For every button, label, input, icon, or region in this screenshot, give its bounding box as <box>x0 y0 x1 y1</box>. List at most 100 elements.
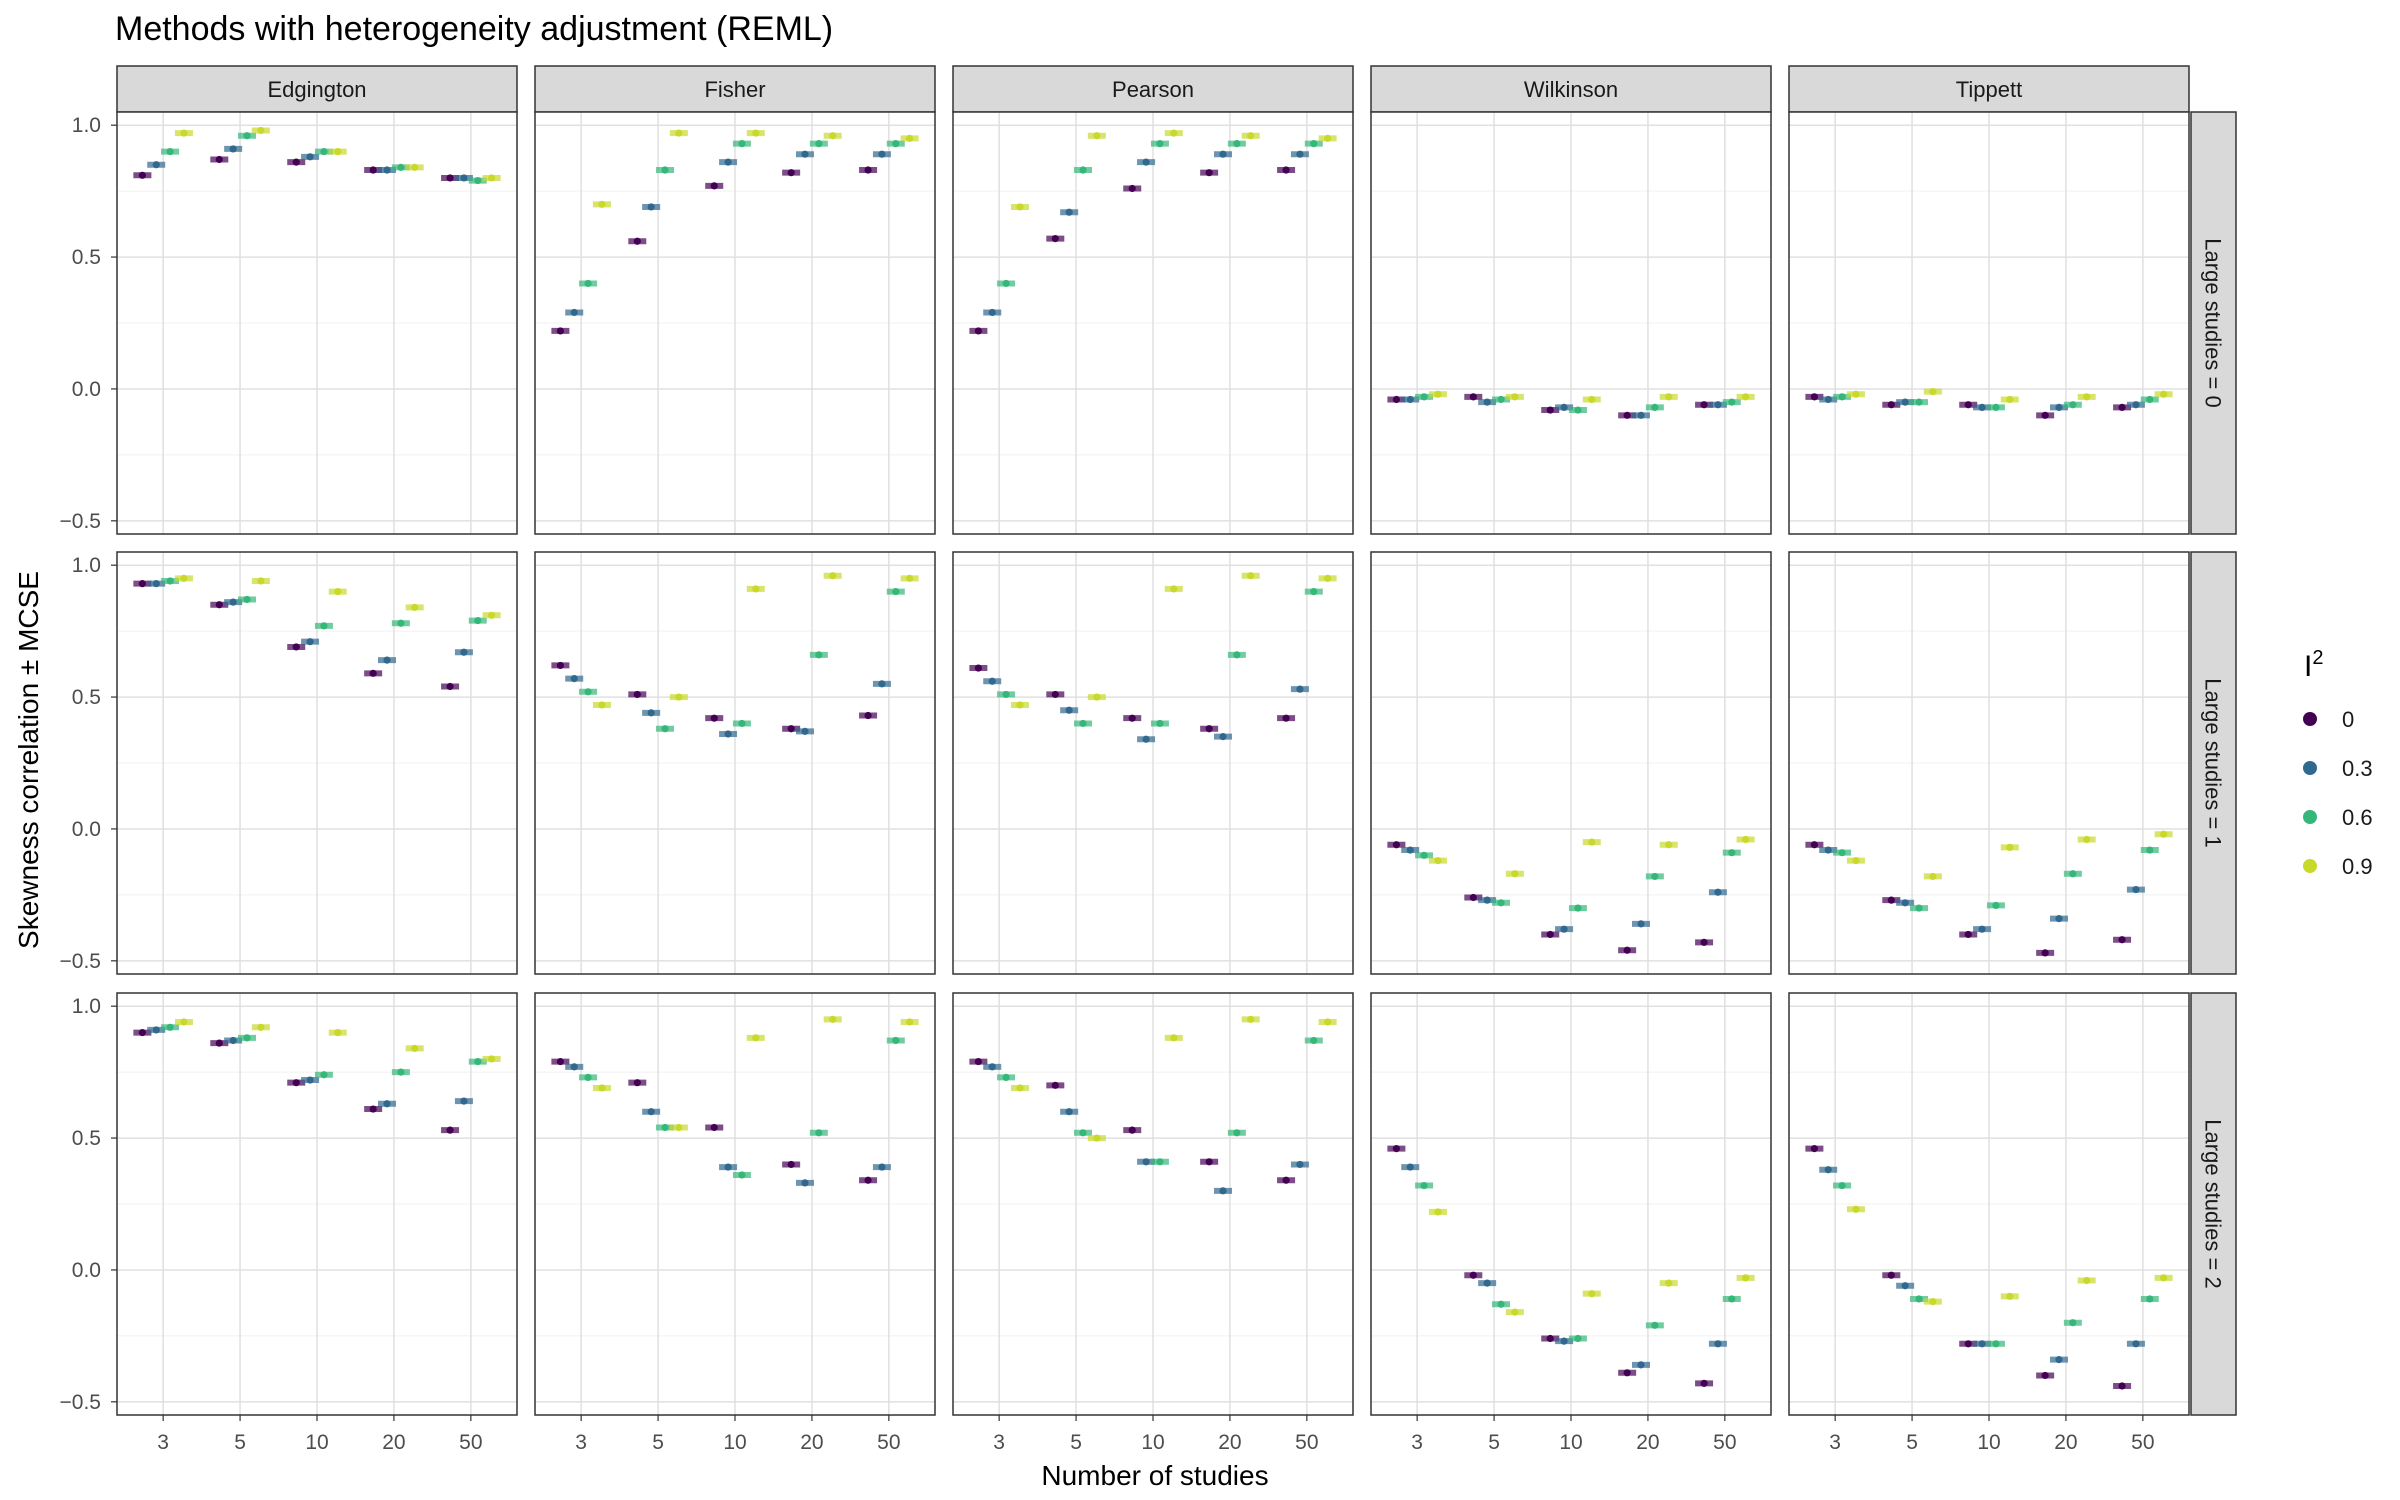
data-point <box>1651 872 1659 881</box>
data-point <box>1929 872 1937 881</box>
data-point <box>801 727 809 735</box>
data-point <box>306 638 314 646</box>
data-point <box>647 1108 655 1116</box>
data-point <box>397 619 405 627</box>
column-strip: Pearson <box>952 65 1354 113</box>
data-point <box>1296 1160 1304 1169</box>
data-point <box>1700 401 1708 409</box>
data-point <box>892 587 900 596</box>
data-point <box>1128 714 1136 722</box>
data-point <box>1296 150 1304 158</box>
data-point <box>556 1057 564 1066</box>
data-point <box>1901 1282 1909 1290</box>
data-point <box>446 1126 454 1134</box>
column-strip: Tippett <box>1788 65 2190 113</box>
data-point <box>787 1160 795 1169</box>
data-point <box>229 145 237 153</box>
data-point <box>1964 401 1972 409</box>
legend-label: 0.6 <box>2342 805 2373 830</box>
data-point <box>661 1123 669 1132</box>
x-tick-label: 3 <box>993 1431 1005 1454</box>
data-point <box>2160 1274 2168 1282</box>
data-point <box>1992 1340 2000 1348</box>
data-point <box>1915 1295 1923 1303</box>
data-point <box>1420 393 1428 401</box>
data-point <box>738 1171 746 1179</box>
data-point <box>1700 938 1708 946</box>
data-point <box>1079 719 1087 728</box>
row-strip: Large studies = 1 <box>2190 551 2237 975</box>
data-point <box>1406 1163 1414 1171</box>
data-point <box>598 701 606 709</box>
data-point <box>1282 1176 1290 1184</box>
data-point <box>710 1123 718 1132</box>
data-point <box>906 1018 914 1026</box>
data-point <box>1497 1300 1505 1308</box>
data-point <box>411 1044 419 1052</box>
panel <box>116 111 518 535</box>
data-point <box>138 1028 146 1037</box>
data-point <box>1205 169 1213 177</box>
y-tick-label: 1.0 <box>72 554 101 577</box>
data-point <box>1511 393 1519 401</box>
data-point <box>2041 1371 2049 1380</box>
data-point <box>570 675 578 683</box>
panel <box>1370 551 1772 975</box>
panel <box>1788 551 2190 975</box>
data-point <box>166 1023 174 1031</box>
data-point <box>556 327 564 335</box>
x-tick-label: 20 <box>2054 1431 2077 1454</box>
data-point <box>1511 870 1519 878</box>
data-point <box>829 1015 837 1023</box>
data-point <box>292 643 300 651</box>
data-point <box>724 730 732 738</box>
row-strip-label: Large studies = 1 <box>2201 678 2226 847</box>
data-point <box>215 601 223 609</box>
data-point <box>460 1097 468 1105</box>
data-point <box>334 1028 342 1037</box>
panel <box>534 551 936 975</box>
data-point <box>1233 1129 1241 1137</box>
data-point <box>243 595 251 604</box>
legend: I2 0 0.3 0.6 0.9 <box>2303 647 2373 879</box>
data-point <box>138 171 146 179</box>
row-strip: Large studies = 2 <box>2190 992 2237 1416</box>
data-point <box>1156 1158 1164 1166</box>
data-point <box>974 664 982 672</box>
row-strip-label: Large studies = 0 <box>2201 238 2226 407</box>
data-point <box>1665 393 1673 401</box>
data-point <box>1219 150 1227 158</box>
x-tick-label: 3 <box>575 1431 587 1454</box>
data-point <box>460 648 468 656</box>
data-point <box>488 174 496 182</box>
data-point <box>1002 1073 1010 1081</box>
data-point <box>988 677 996 685</box>
data-point <box>1964 930 1972 939</box>
column-strip-background <box>1370 65 1772 113</box>
data-point <box>647 709 655 717</box>
data-point <box>752 1034 760 1042</box>
data-point <box>229 598 237 606</box>
data-point <box>1824 1166 1832 1174</box>
data-point <box>1665 1279 1673 1287</box>
data-point <box>1170 1034 1178 1042</box>
data-point <box>1637 411 1645 419</box>
column-strip: Fisher <box>534 65 936 113</box>
data-point <box>1324 134 1332 142</box>
data-point <box>474 616 482 625</box>
data-point <box>383 656 391 664</box>
data-point <box>1093 693 1101 701</box>
data-point <box>1016 1084 1024 1092</box>
data-point <box>1483 896 1491 904</box>
y-tick-label: 0.0 <box>72 1259 101 1282</box>
panel-border <box>952 551 1354 975</box>
panel-border <box>1370 111 1772 535</box>
data-point <box>878 680 886 688</box>
data-point <box>397 163 405 171</box>
column-strip-label: Pearson <box>1112 77 1194 102</box>
data-point <box>257 126 265 135</box>
data-point <box>1392 841 1400 849</box>
data-point <box>1016 701 1024 709</box>
data-point <box>306 1076 314 1084</box>
data-point <box>180 574 188 582</box>
